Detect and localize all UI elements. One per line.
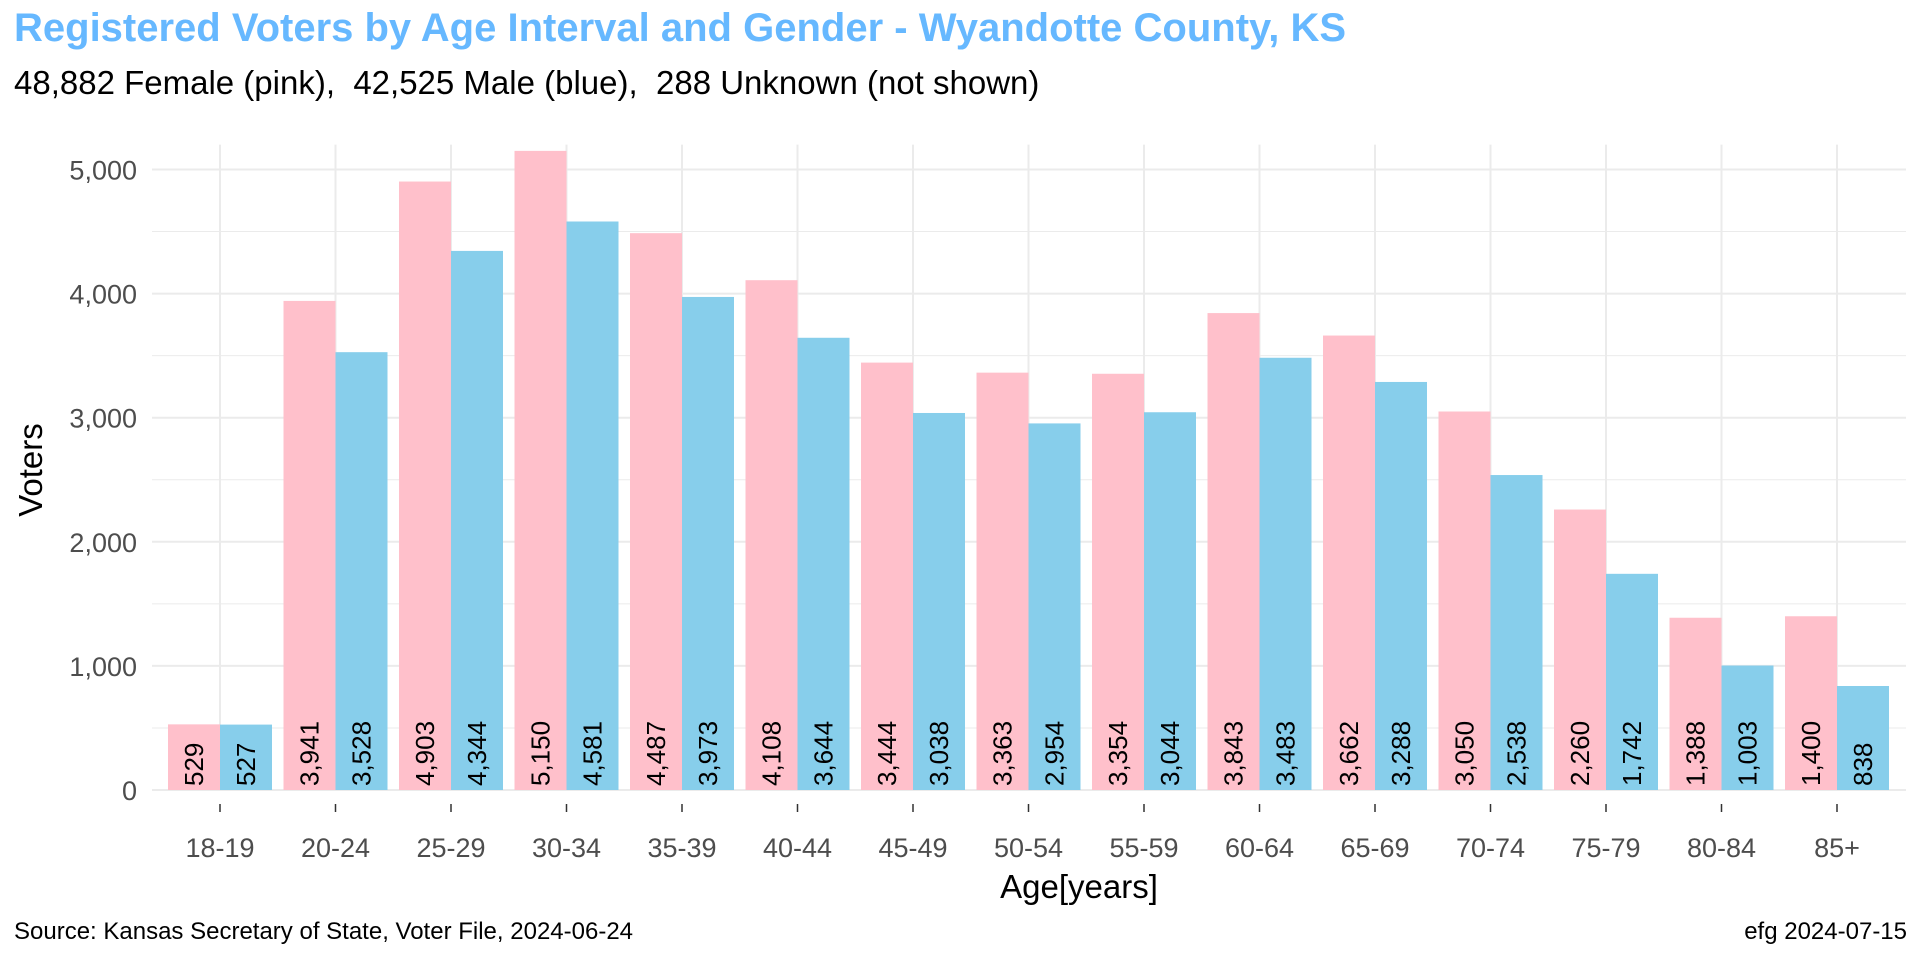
bar-female [1323, 335, 1375, 790]
chart-title: Registered Voters by Age Interval and Ge… [14, 6, 1347, 50]
x-tick-label: 45-49 [878, 833, 947, 863]
bar-male [682, 296, 734, 790]
bar-male [1028, 423, 1081, 790]
source-caption: Source: Kansas Secretary of State, Voter… [14, 918, 634, 945]
bar-value-label: 4,903 [410, 721, 440, 786]
bar-female [514, 150, 567, 790]
bar-value-label: 3,483 [1271, 721, 1301, 786]
x-tick-label: 50-54 [994, 833, 1063, 863]
y-tick-label: 1,000 [69, 652, 137, 682]
bar-value-label: 4,108 [757, 721, 787, 786]
bar-value-label: 3,973 [693, 721, 723, 786]
bar-value-label: 2,260 [1565, 721, 1595, 786]
x-tick-label: 80-84 [1687, 833, 1756, 863]
bar-female [399, 181, 451, 790]
bar-labels: 529 3,941 4,903 5,150 4,487 4,108 3,444 3,363 3,… [179, 721, 1878, 786]
bar-male [1144, 412, 1196, 790]
bar-male [1375, 381, 1427, 790]
y-axis-title: Voters [12, 423, 49, 517]
bar-female [1669, 617, 1722, 790]
bar-value-label: 1,742 [1617, 721, 1647, 786]
x-tick-label: 55-59 [1109, 833, 1178, 863]
bar-female [630, 233, 682, 790]
x-tick-label: 30-34 [532, 833, 601, 863]
bar-female [168, 724, 220, 790]
bar-value-label: 3,354 [1103, 721, 1133, 786]
bars [168, 150, 1889, 790]
bar-value-label: 3,644 [809, 721, 839, 786]
bar-female [1092, 373, 1144, 790]
bar-value-label: 2,538 [1502, 721, 1532, 786]
x-tick-label: 70-74 [1456, 833, 1525, 863]
bar-female [1207, 313, 1260, 790]
x-tick-label: 18-19 [185, 833, 254, 863]
bar-female [283, 300, 336, 790]
x-tick-label: 85+ [1814, 833, 1860, 863]
bar-male [1490, 475, 1543, 790]
bar-value-label: 4,344 [462, 721, 492, 786]
bar-male [1259, 357, 1312, 790]
bar-male [797, 337, 850, 790]
bar-male [335, 352, 388, 790]
bar-value-label: 1,388 [1681, 721, 1711, 786]
bar-value-label: 5,150 [526, 721, 556, 786]
x-tick-label: 25-29 [416, 833, 485, 863]
bar-value-label: 3,038 [924, 721, 954, 786]
bar-value-label: 3,363 [988, 721, 1018, 786]
bar-female [1438, 411, 1491, 790]
y-tick-label: 4,000 [69, 280, 137, 310]
bar-value-label: 3,662 [1334, 721, 1364, 786]
bar-value-label: 4,487 [641, 721, 671, 786]
author-date-caption: efg 2024-07-15 [1744, 918, 1907, 945]
bar-female [1785, 616, 1837, 790]
bar-male [1837, 686, 1889, 790]
bar-value-label: 3,843 [1219, 721, 1249, 786]
bar-female [861, 362, 913, 790]
bar-female [976, 372, 1029, 790]
x-tick-label: 65-69 [1340, 833, 1409, 863]
bar-male [220, 724, 272, 790]
y-tick-label: 3,000 [69, 404, 137, 434]
chart-subtitle: 48,882 Female (pink), 42,525 Male (blue)… [14, 64, 1040, 101]
bar-male [566, 221, 619, 790]
y-tick-label: 5,000 [69, 156, 137, 186]
x-tick-label: 60-64 [1225, 833, 1294, 863]
bar-male [1606, 573, 1658, 790]
bar-value-label: 3,044 [1155, 721, 1185, 786]
x-tick-label: 35-39 [647, 833, 716, 863]
axes: 0 1,000 2,000 3,000 4,000 5,000 18-19 20-24 25-2… [69, 156, 1859, 864]
x-axis-title: Age[years] [1000, 868, 1158, 905]
bar-male [913, 412, 965, 790]
bar-value-label: 529 [179, 743, 209, 786]
bar-female [1554, 509, 1606, 790]
y-tick-label: 2,000 [69, 528, 137, 558]
bar-value-label: 4,581 [578, 721, 608, 786]
bar-male [1721, 665, 1774, 790]
x-tick-label: 75-79 [1571, 833, 1640, 863]
bar-value-label: 527 [231, 743, 261, 786]
bar-value-label: 3,528 [347, 721, 377, 786]
x-tick-label: 20-24 [301, 833, 370, 863]
bar-female [745, 280, 798, 790]
bar-male [451, 250, 503, 790]
bar-value-label: 3,444 [872, 721, 902, 786]
bar-value-label: 3,941 [295, 721, 325, 786]
y-tick-label: 0 [122, 776, 137, 806]
bar-value-label: 1,003 [1733, 721, 1763, 786]
bar-value-label: 3,050 [1450, 721, 1480, 786]
bar-value-label: 3,288 [1386, 721, 1416, 786]
x-tick-label: 40-44 [763, 833, 832, 863]
bar-value-label: 838 [1848, 743, 1878, 786]
bar-value-label: 1,400 [1796, 721, 1826, 786]
bar-value-label: 2,954 [1040, 721, 1070, 786]
